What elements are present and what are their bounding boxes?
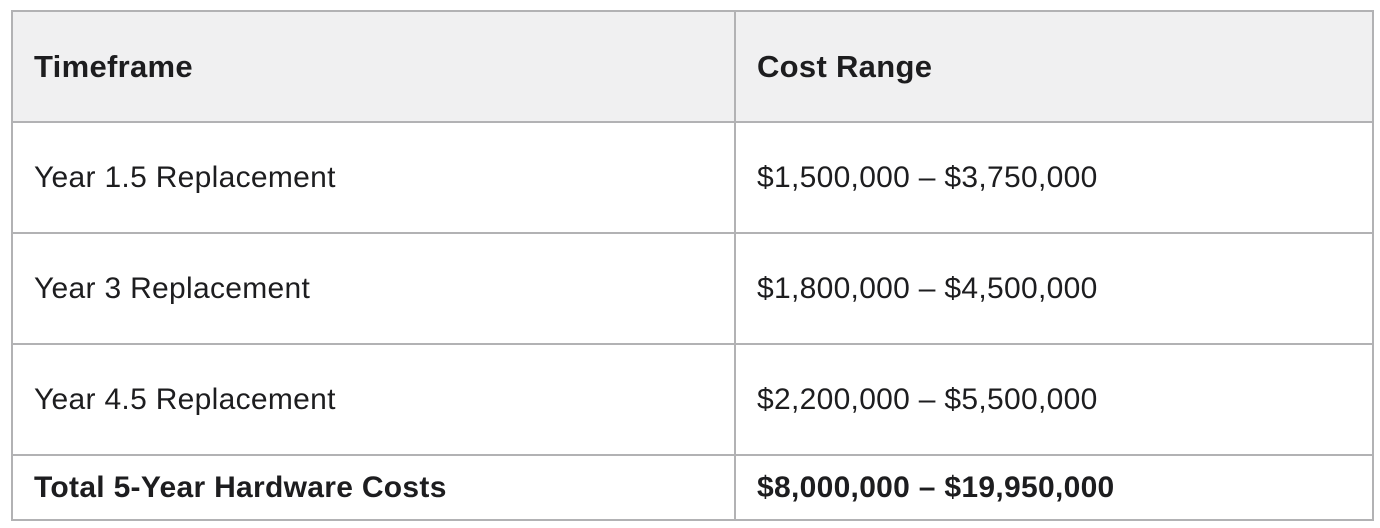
timeframe-cell: Year 3 Replacement [11, 232, 736, 345]
table-row-year-3: Year 3 Replacement $1,800,000 – $4,500,0… [11, 232, 1374, 345]
table-header-row: Timeframe Cost Range [11, 10, 1374, 123]
cost-range-cell: $1,500,000 – $3,750,000 [734, 121, 1374, 234]
cost-range-cell: $1,800,000 – $4,500,000 [734, 232, 1374, 345]
table-row-year-4-5: Year 4.5 Replacement $2,200,000 – $5,500… [11, 343, 1374, 456]
column-header-cost-range: Cost Range [734, 10, 1374, 123]
total-label-cell: Total 5-Year Hardware Costs [11, 454, 736, 521]
table-total-row: Total 5-Year Hardware Costs $8,000,000 –… [11, 454, 1374, 521]
table-row-year-1-5: Year 1.5 Replacement $1,500,000 – $3,750… [11, 121, 1374, 234]
timeframe-cell: Year 4.5 Replacement [11, 343, 736, 456]
cost-range-cell: $2,200,000 – $5,500,000 [734, 343, 1374, 456]
total-value-cell: $8,000,000 – $19,950,000 [734, 454, 1374, 521]
hardware-cost-table: Timeframe Cost Range Year 1.5 Replacemen… [11, 10, 1374, 521]
column-header-timeframe: Timeframe [11, 10, 736, 123]
timeframe-cell: Year 1.5 Replacement [11, 121, 736, 234]
